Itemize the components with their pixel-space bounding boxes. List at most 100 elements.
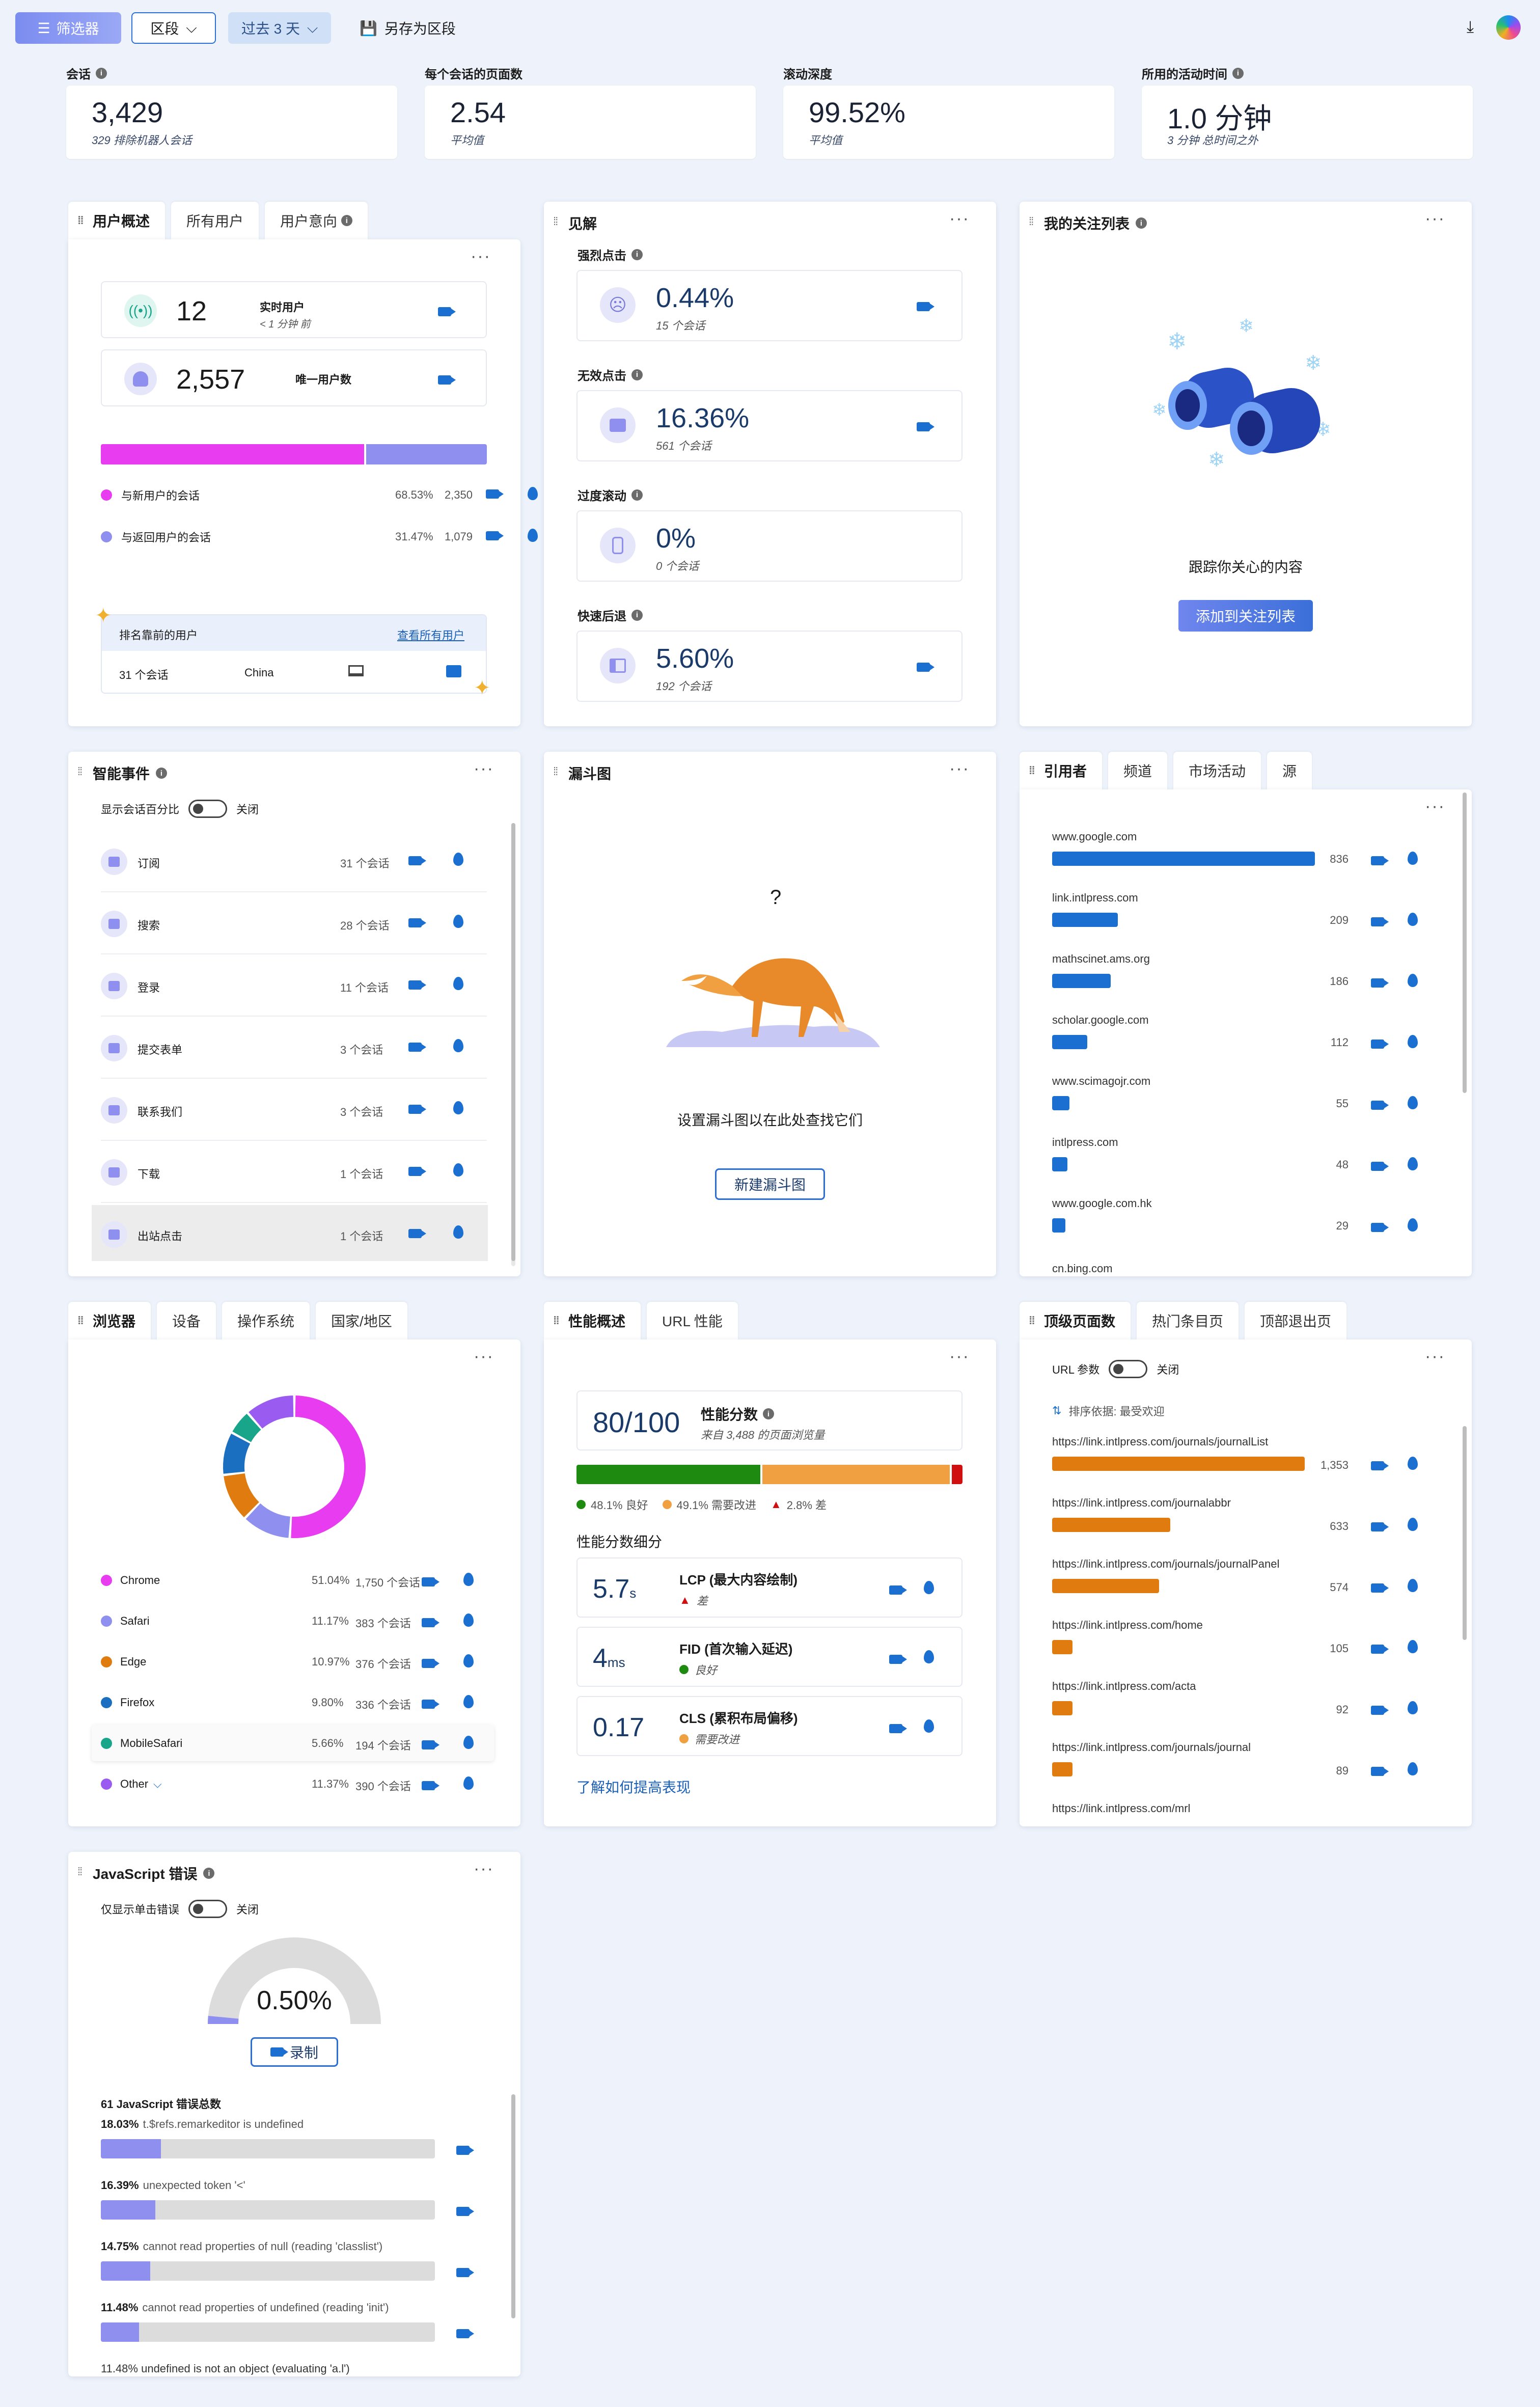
js-error-row[interactable]: 18.03% t.$refs.remarkeditor is undefined <box>101 2118 304 2130</box>
record-button[interactable]: 录制 <box>251 2037 338 2067</box>
drag-handle-icon[interactable]: ⁞⁞ <box>553 765 558 778</box>
page-bar[interactable] <box>1052 1640 1072 1654</box>
referrer-label[interactable]: scholar.google.com <box>1052 1014 1149 1026</box>
more-options-icon[interactable]: ··· <box>471 247 491 266</box>
drag-handle-icon[interactable]: ⁞⁞ <box>553 1314 560 1327</box>
heatmap-icon[interactable] <box>463 1695 474 1712</box>
browser-row[interactable]: MobileSafari 5.66% 194 个会话 <box>92 1725 494 1761</box>
tab-countries[interactable]: 国家/地区 <box>316 1302 407 1339</box>
smart-event-row[interactable]: 联系我们 3 个会话 <box>92 1081 488 1137</box>
tab-url-perf[interactable]: URL 性能 <box>647 1302 738 1339</box>
drag-handle-icon[interactable]: ⁞⁞ <box>77 765 82 778</box>
recording-icon[interactable] <box>1371 1765 1389 1780</box>
recording-icon[interactable] <box>408 855 426 869</box>
perf-score-box[interactable]: 80/100 性能分数 i 来自 3,488 的页面浏览量 <box>576 1390 963 1451</box>
heatmap-icon[interactable] <box>924 1581 934 1598</box>
tab-user-intent[interactable]: 用户意向 i <box>265 202 368 239</box>
returning-users-row[interactable]: 与返回用户的会话 31.47% 1,079 <box>101 528 538 546</box>
new-funnel-button[interactable]: 新建漏斗图 <box>715 1168 825 1200</box>
browser-row[interactable]: Other ⌵ 11.37% 390 个会话 <box>92 1765 494 1802</box>
more-options-icon[interactable]: ··· <box>1425 797 1445 816</box>
heatmap-icon[interactable] <box>1408 913 1418 929</box>
new-users-row[interactable]: 与新用户的会话 68.53% 2,350 <box>101 486 538 504</box>
smart-event-row[interactable]: 提交表单 3 个会话 <box>92 1019 488 1075</box>
referrer-label[interactable]: link.intlpress.com <box>1052 891 1138 904</box>
tab-perf-overview[interactable]: ⁞⁞ 性能概述 <box>544 1302 641 1339</box>
referrer-label[interactable]: intlpress.com <box>1052 1136 1118 1148</box>
recording-icon[interactable] <box>1371 1460 1389 1474</box>
recording-icon[interactable] <box>1371 1160 1389 1174</box>
recording-icon[interactable] <box>1371 1704 1389 1718</box>
smart-event-row[interactable]: 出站点击 1 个会话 <box>92 1205 488 1261</box>
insight-rage-clicks[interactable]: ☹ 0.44% 15 个会话 <box>576 270 963 341</box>
add-to-watchlist-button[interactable]: 添加到关注列表 <box>1178 600 1313 632</box>
heatmap-icon[interactable] <box>1408 1457 1418 1473</box>
recording-icon[interactable] <box>889 1584 907 1598</box>
percent-toggle[interactable] <box>188 800 228 818</box>
perf-metric-box[interactable]: 4ms FID (首次输入延迟) 良好 <box>576 1627 963 1687</box>
more-options-icon[interactable]: ··· <box>949 759 970 778</box>
tab-entry-pages[interactable]: 热门条目页 <box>1137 1302 1239 1339</box>
more-options-icon[interactable]: ··· <box>474 1859 494 1878</box>
more-options-icon[interactable]: ··· <box>1425 1347 1445 1366</box>
page-url[interactable]: https://link.intlpress.com/journals/jour… <box>1052 1435 1269 1448</box>
heatmap-icon[interactable] <box>1408 1762 1418 1779</box>
heatmap-icon[interactable] <box>463 1654 474 1671</box>
js-error-row[interactable]: 16.39% unexpected token '<' <box>101 2179 245 2192</box>
info-icon[interactable]: i <box>631 609 643 621</box>
recording-icon[interactable] <box>408 1041 426 1055</box>
url-param-toggle[interactable] <box>1109 1360 1148 1378</box>
referrer-label[interactable]: www.scimagojr.com <box>1052 1075 1151 1087</box>
tab-sources[interactable]: 源 <box>1267 752 1312 789</box>
smart-event-row[interactable]: 订阅 31 个会话 <box>92 832 488 888</box>
recording-icon[interactable] <box>422 1780 439 1794</box>
live-users-box[interactable]: ((•)) 12 实时用户 < 1 分钟 前 <box>101 281 487 338</box>
drag-handle-icon[interactable]: ⁞⁞ <box>77 214 84 227</box>
heatmap-icon[interactable] <box>453 1101 463 1118</box>
recording-icon[interactable] <box>1371 916 1389 930</box>
click-error-toggle[interactable] <box>188 1900 228 1918</box>
page-url[interactable]: https://link.intlpress.com/acta <box>1052 1680 1196 1692</box>
referrer-bar[interactable] <box>1052 913 1118 927</box>
referrer-bar[interactable] <box>1052 1218 1065 1233</box>
page-bar[interactable] <box>1052 1701 1072 1715</box>
info-icon[interactable]: i <box>1232 67 1244 79</box>
referrer-bar[interactable] <box>1052 1096 1069 1110</box>
donut-slice-other[interactable] <box>249 1396 294 1429</box>
tab-top-pages[interactable]: ⁞⁞ 顶级页面数 <box>1020 1302 1131 1339</box>
filter-button[interactable]: ☰ 筛选器 <box>15 12 121 44</box>
donut-slice-safari[interactable] <box>245 1503 290 1538</box>
recording-icon[interactable] <box>1371 1099 1389 1113</box>
unique-users-box[interactable]: 2,557 唯一用户数 <box>101 349 487 406</box>
heatmap-icon[interactable] <box>924 1719 934 1736</box>
more-options-icon[interactable]: ··· <box>474 1347 494 1366</box>
drag-handle-icon[interactable]: ⁞⁞ <box>1029 215 1034 228</box>
insight-dead-clicks[interactable]: 16.36% 561 个会话 <box>576 390 963 461</box>
referrer-label[interactable]: www.google.com.hk <box>1052 1197 1152 1210</box>
tab-exit-pages[interactable]: 顶部退出页 <box>1245 1302 1347 1339</box>
recording-icon[interactable] <box>917 300 934 315</box>
browser-row[interactable]: Firefox 9.80% 336 个会话 <box>92 1684 494 1720</box>
sort-button[interactable]: ⇅ 排序依据: 最受欢迎 <box>1052 1404 1165 1418</box>
profile-card-icon[interactable] <box>446 665 461 677</box>
heatmap-icon[interactable] <box>1408 1518 1418 1535</box>
drag-handle-icon[interactable]: ⁞⁞ <box>77 1865 82 1878</box>
more-options-icon[interactable]: ··· <box>1425 209 1445 228</box>
heatmap-icon[interactable] <box>1408 1640 1418 1657</box>
recording-icon[interactable] <box>438 374 456 388</box>
recording-icon[interactable] <box>456 2266 474 2281</box>
drag-handle-icon[interactable]: ⁞⁞ <box>77 1314 84 1327</box>
heatmap-icon[interactable] <box>463 1736 474 1753</box>
recording-icon[interactable] <box>1371 1521 1389 1535</box>
recording-icon[interactable] <box>456 2144 474 2158</box>
heatmap-icon[interactable] <box>453 1225 463 1242</box>
js-error-row[interactable]: 14.75% cannot read properties of null (re… <box>101 2240 383 2253</box>
scrollbar[interactable] <box>511 823 515 1266</box>
js-error-row[interactable]: 11.48% cannot read properties of undefine… <box>101 2301 389 2314</box>
heatmap-icon[interactable] <box>1408 1218 1418 1235</box>
heatmap-icon[interactable] <box>463 1776 474 1793</box>
recording-icon[interactable] <box>422 1698 439 1712</box>
recording-icon[interactable] <box>408 1103 426 1117</box>
donut-slice-chrome[interactable] <box>291 1396 366 1538</box>
referrer-bar[interactable] <box>1052 1035 1087 1049</box>
